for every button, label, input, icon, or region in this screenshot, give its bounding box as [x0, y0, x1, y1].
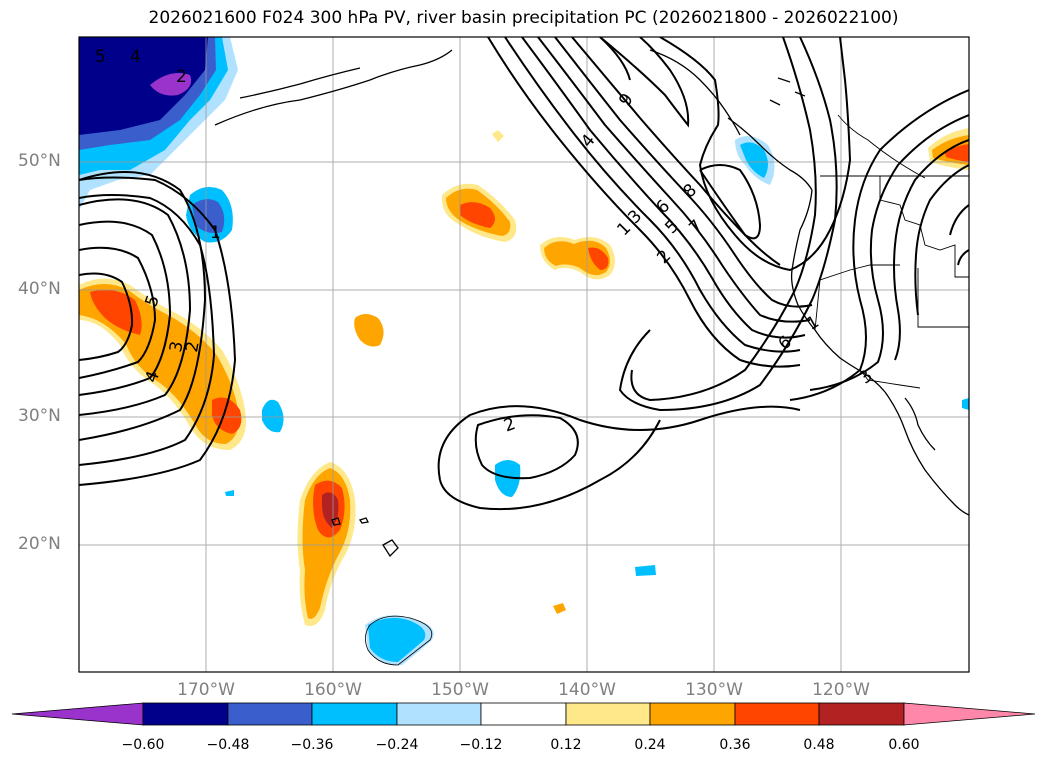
colorbar-segment: [565, 702, 651, 726]
colorbar-tick: −0.60: [121, 737, 165, 753]
contour-label: 4: [130, 47, 141, 67]
lat-label-50n: 50°N: [18, 151, 61, 171]
map-title: 2026021600 F024 300 hPa PV, river basin …: [148, 8, 899, 28]
contour-label: 2: [176, 67, 187, 87]
colorbar-tick: 0.12: [550, 737, 582, 753]
colorbar-tick: −0.24: [375, 737, 419, 753]
colorbar-segment: [311, 702, 398, 726]
contour-label: 1: [210, 223, 221, 243]
colorbar: [11, 702, 1036, 726]
colorbar-segment: [227, 702, 313, 726]
colorbar-tick: −0.12: [459, 737, 503, 753]
lat-label-20n: 20°N: [18, 534, 61, 554]
lon-label-170w: 170°W: [177, 680, 235, 700]
map-frame: [78, 36, 970, 673]
lat-label-30n: 30°N: [18, 406, 61, 426]
colorbar-segment: [142, 702, 229, 726]
colorbar-tick: 0.60: [888, 737, 920, 753]
lon-label-120w: 120°W: [812, 680, 870, 700]
colorbar-tick: −0.36: [290, 737, 334, 753]
contour-label: 3: [166, 340, 188, 354]
colorbar-segment: [818, 702, 905, 726]
colorbar-tick: 0.24: [634, 737, 666, 753]
colorbar-segment: [649, 702, 736, 726]
lon-label-140w: 140°W: [558, 680, 616, 700]
colorbar-tick: −0.48: [206, 737, 250, 753]
map-plot-area: 5 4 2 9 4 8 6 7 5 3 1 2 1 5 3 2 4 2 6 1 …: [79, 37, 969, 672]
colorbar-segment: [480, 702, 567, 726]
colorbar-over-arrow: [903, 702, 1036, 726]
pv-contours: [79, 37, 969, 511]
colorbar-segment: [396, 702, 482, 726]
contour-label: 5: [95, 47, 106, 67]
lon-label-130w: 130°W: [685, 680, 743, 700]
contour-label: 2: [182, 340, 204, 354]
lat-label-40n: 40°N: [18, 279, 61, 299]
colorbar-under-arrow: [11, 702, 144, 726]
lon-label-160w: 160°W: [304, 680, 362, 700]
colorbar-segment: [734, 702, 820, 726]
graticule: [79, 37, 969, 672]
colorbar-tick: 0.48: [803, 737, 835, 753]
lon-label-150w: 150°W: [431, 680, 489, 700]
colorbar-tick: 0.36: [719, 737, 751, 753]
negative-anomaly-shading: [79, 37, 969, 666]
